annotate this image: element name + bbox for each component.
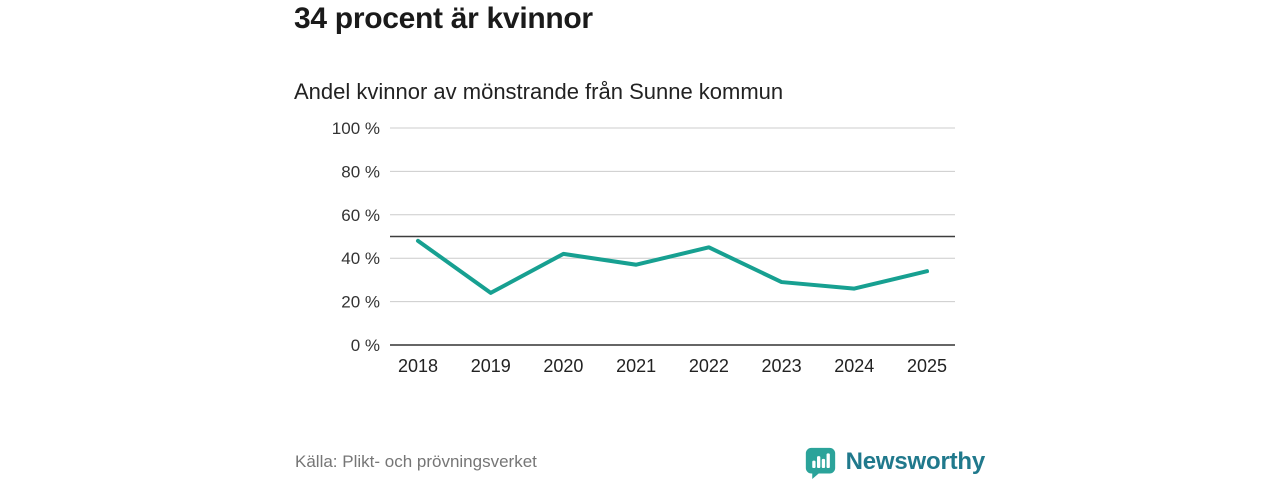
x-tick-label: 2019 [471, 356, 511, 376]
y-tick-label: 100 % [332, 119, 380, 138]
chart-subtitle: Andel kvinnor av mönstrande från Sunne k… [294, 79, 784, 104]
source-note: Källa: Plikt- och prövningsverket [295, 452, 537, 471]
speech-bubble-shape [805, 447, 835, 479]
x-tick-label: 2024 [834, 356, 874, 376]
footer: Källa: Plikt- och prövningsverket Newswo… [295, 444, 985, 480]
newsworthy-icon [805, 447, 835, 479]
x-tick-label: 2022 [689, 356, 729, 376]
line-chart: 0 % 20 % 40 % 60 % 80 % 100 % 2018 2019 2020 2021… [332, 119, 955, 376]
chart-title: 34 procent är kvinnor [294, 2, 593, 35]
x-tick-label: 2020 [543, 356, 583, 376]
y-tick-label: 0 % [351, 336, 380, 355]
x-tick-label: 2025 [907, 356, 947, 376]
x-tick-label: 2023 [762, 356, 802, 376]
y-tick-label: 20 % [341, 293, 380, 312]
y-tick-label: 60 % [341, 206, 380, 225]
data-line [416, 238, 929, 295]
y-tick-label: 80 % [341, 162, 380, 181]
brand-logo: Newsworthy [804, 446, 985, 479]
y-tick-label: 40 % [341, 249, 380, 268]
x-tick-label: 2021 [616, 356, 656, 376]
bar-chart-glyph [811, 452, 830, 468]
x-tick-label: 2018 [398, 356, 438, 376]
brand-name: Newsworthy [845, 448, 986, 475]
